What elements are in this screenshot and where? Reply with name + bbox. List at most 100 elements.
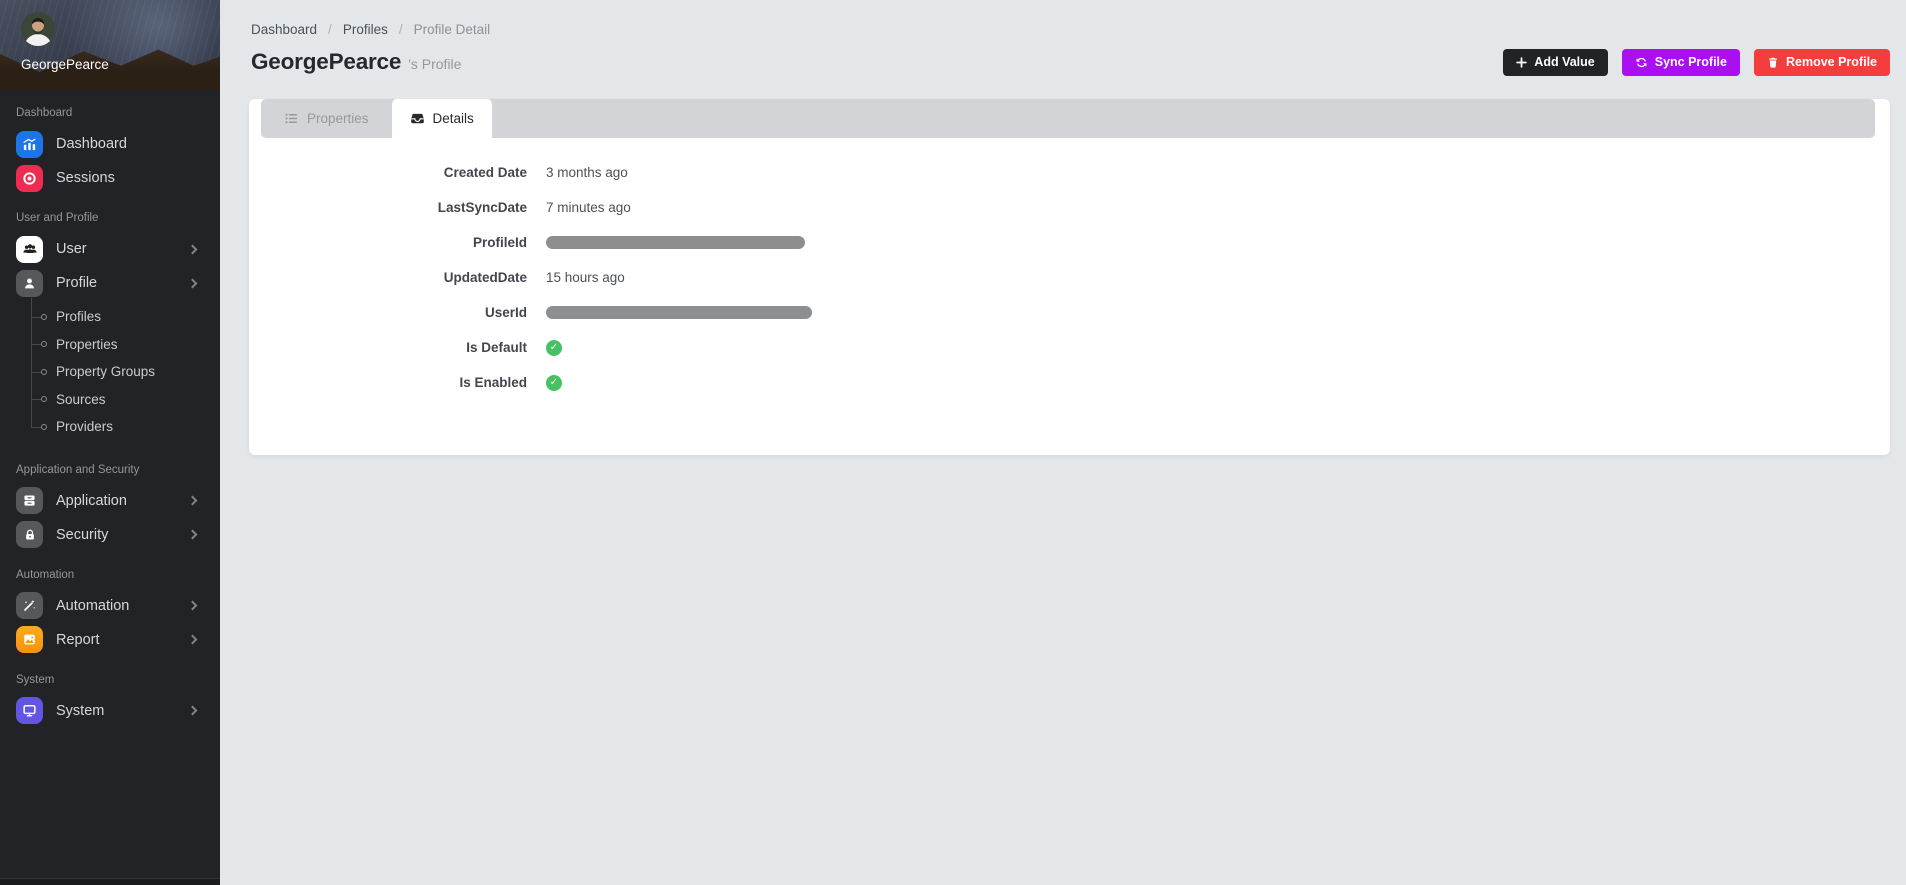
chevron-right-icon — [187, 600, 198, 611]
remove-profile-button[interactable]: Remove Profile — [1753, 48, 1890, 76]
action-buttons: Add Value Sync Profile Remove Profile — [1503, 48, 1890, 76]
avatar-photo — [21, 12, 55, 46]
breadcrumb-item-dashboard[interactable]: Dashboard — [251, 21, 318, 37]
title-row: GeorgePearce 's Profile Add Value Sync Pro… — [251, 47, 1890, 77]
trash-icon — [1767, 56, 1779, 69]
avatar[interactable] — [21, 12, 55, 46]
sidebar-item-report[interactable]: Report — [0, 623, 220, 657]
sessions-icon — [16, 164, 43, 192]
button-label: Sync Profile — [1654, 55, 1727, 69]
inbox-icon — [410, 111, 425, 126]
detail-value — [546, 236, 805, 249]
breadcrumb-separator: / — [328, 21, 332, 37]
detail-label: UpdatedDate — [443, 270, 527, 285]
sidebar-section-label: Dashboard — [16, 107, 73, 119]
detail-row-is-default: Is Default ✓ — [249, 330, 1890, 365]
profile-icon — [16, 269, 43, 297]
security-icon — [16, 521, 43, 548]
tab-details[interactable]: Details — [391, 99, 492, 138]
chevron-right-icon — [187, 244, 198, 254]
tab-properties[interactable]: Properties — [261, 99, 392, 138]
sidebar-subitem-label: Profiles — [56, 309, 102, 325]
sidebar-submenu-profile: Profiles Properties Property Groups Sources… — [31, 298, 220, 441]
sidebar-subitem-sources[interactable]: Sources — [31, 386, 220, 414]
add-value-button[interactable]: Add Value — [1503, 48, 1608, 76]
breadcrumb-item-profiles[interactable]: Profiles — [342, 21, 388, 37]
topbar: Dashboard / Profiles / Profile Detail George… — [220, 0, 1906, 77]
chevron-right-icon — [187, 634, 198, 645]
detail-row-lastsyncdate: LastSyncDate 7 minutes ago — [249, 190, 1890, 225]
sidebar-subitem-label: Properties — [56, 336, 118, 352]
breadcrumb-item-profile-detail: Profile Detail — [413, 21, 491, 37]
sidebar-item-application[interactable]: Application — [0, 484, 220, 518]
bullet-icon — [41, 423, 47, 430]
detail-label: LastSyncDate — [437, 200, 527, 215]
sidebar-item-label: Application — [56, 492, 127, 509]
sidebar-item-system[interactable]: System — [0, 694, 220, 728]
sidebar-item-label: System — [56, 702, 105, 719]
bullet-icon — [41, 341, 47, 348]
detail-value — [546, 306, 812, 319]
sidebar-item-automation[interactable]: Automation — [0, 589, 220, 623]
sidebar-item-label: Automation — [56, 597, 130, 614]
sidebar-subitem-label: Sources — [56, 391, 106, 407]
page-title: GeorgePearce — [251, 49, 402, 74]
bullet-icon — [41, 368, 47, 375]
sidebar-section-label: System — [16, 673, 55, 686]
system-icon — [16, 697, 43, 724]
sidebar-section-label: User and Profile — [16, 212, 99, 224]
sidebar-item-profile[interactable]: Profile — [0, 266, 220, 300]
detail-row-userid: UserId — [249, 295, 1890, 330]
sidebar-subitem-profiles[interactable]: Profiles — [31, 303, 220, 331]
detail-value: 3 months ago — [546, 165, 628, 180]
sidebar-item-dashboard[interactable]: Dashboard — [0, 127, 220, 161]
bullet-icon — [41, 313, 47, 320]
profile-detail-card: Properties Details Created Date 3 months a… — [249, 99, 1890, 455]
tree-line — [31, 298, 32, 428]
plus-icon — [1516, 56, 1528, 68]
detail-row-created-date: Created Date 3 months ago — [249, 155, 1890, 190]
detail-label: Is Enabled — [459, 375, 527, 390]
redacted-value-bar — [546, 236, 805, 249]
tab-label: Details — [432, 111, 474, 126]
sidebar-subitem-providers[interactable]: Providers — [31, 413, 220, 441]
sidebar-user-name: GeorgePearce — [21, 57, 109, 72]
sidebar-profile-header: GeorgePearce — [0, 0, 220, 90]
sidebar-item-security[interactable]: Security — [0, 518, 220, 552]
detail-value: 15 hours ago — [546, 270, 625, 285]
detail-value: 7 minutes ago — [546, 200, 631, 215]
sidebar: GeorgePearce Dashboard Dashboard Sessions U… — [0, 0, 220, 885]
breadcrumb: Dashboard / Profiles / Profile Detail — [251, 20, 1890, 38]
sidebar-section: Automation Automation Report — [0, 552, 220, 657]
sync-icon — [1635, 56, 1648, 69]
sidebar-section: User and Profile User Profile Profiles Prope… — [0, 195, 220, 441]
redacted-value-bar — [546, 306, 812, 319]
sidebar-subitem-property-groups[interactable]: Property Groups — [31, 358, 220, 386]
detail-row-updateddate: UpdatedDate 15 hours ago — [249, 260, 1890, 295]
detail-label: ProfileId — [472, 235, 527, 250]
button-label: Add Value — [1534, 55, 1595, 69]
sidebar-section-label: Automation — [16, 568, 75, 581]
sidebar-subitem-label: Property Groups — [56, 364, 156, 380]
sidebar-nav: Dashboard Dashboard Sessions User and Profi… — [0, 90, 220, 748]
application-icon — [16, 487, 43, 514]
sidebar-subitem-properties[interactable]: Properties — [31, 331, 220, 359]
sidebar-item-sessions[interactable]: Sessions — [0, 161, 220, 195]
sidebar-item-label: Sessions — [56, 170, 115, 186]
detail-row-profileid: ProfileId — [249, 225, 1890, 260]
sidebar-item-label: Profile — [56, 275, 98, 291]
sync-profile-button[interactable]: Sync Profile — [1621, 48, 1740, 76]
page-title-group: GeorgePearce 's Profile — [251, 49, 461, 75]
bullet-icon — [41, 396, 47, 403]
detail-label: UserId — [484, 305, 527, 320]
chevron-right-icon — [187, 278, 198, 288]
detail-row-is-enabled: Is Enabled ✓ — [249, 365, 1890, 400]
chevron-right-icon — [187, 495, 198, 506]
detail-label: Created Date — [443, 165, 527, 180]
sidebar-scrollbar[interactable] — [0, 878, 220, 885]
sidebar-section: System System — [0, 657, 220, 728]
detail-label: Is Default — [466, 340, 527, 355]
sidebar-item-user[interactable]: User — [0, 232, 220, 266]
list-icon — [284, 111, 299, 126]
check-icon: ✓ — [546, 374, 562, 391]
